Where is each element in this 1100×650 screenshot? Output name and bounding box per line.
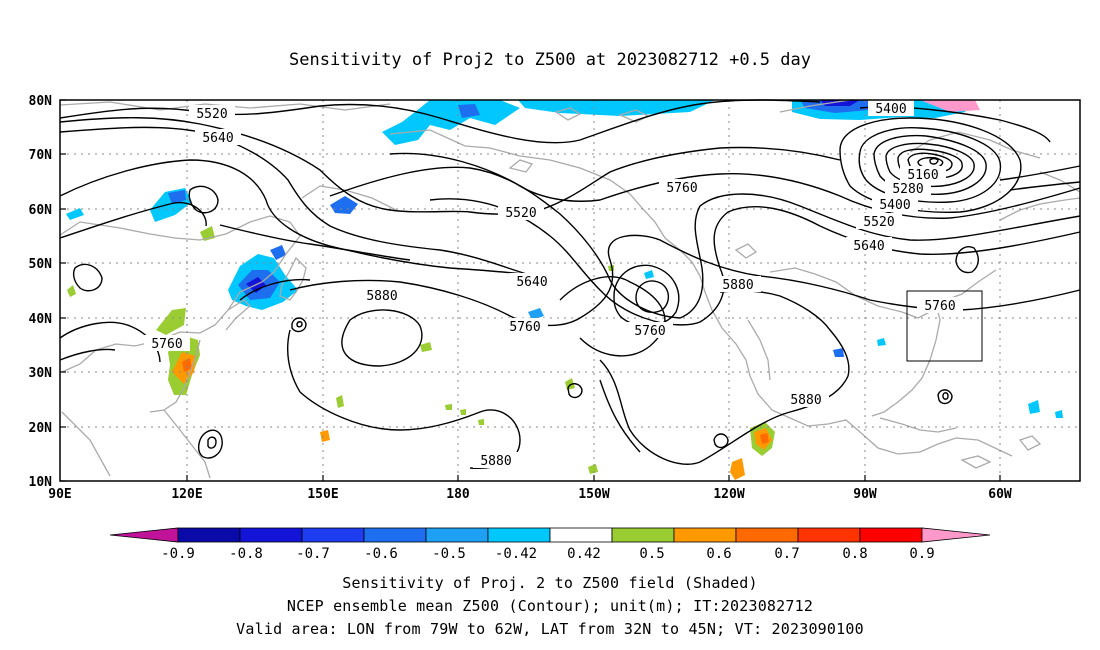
colorbar-label: 0.9 [909, 546, 934, 562]
colorbar-bins [177, 527, 923, 543]
colorbar-bin [797, 527, 861, 543]
tick-marks [60, 99, 1001, 482]
contour-label: 5760 [924, 299, 955, 314]
colorbar-label: -0.42 [495, 546, 537, 562]
colorbar-bin [239, 527, 303, 543]
colorbar-label: 0.8 [842, 546, 867, 562]
footer-line-1: Sensitivity of Proj. 2 to Z500 field (Sh… [342, 574, 758, 592]
lon-label: 60W [988, 487, 1012, 502]
contour-label: 5760 [509, 320, 540, 335]
colorbar-label: -0.5 [432, 546, 466, 562]
lat-label: 40N [29, 312, 53, 327]
contour-label: 5520 [196, 107, 227, 122]
valid-area-box [906, 290, 983, 362]
contour-label: 5760 [151, 337, 182, 352]
lat-label: 70N [29, 148, 53, 163]
lon-label: 150W [578, 487, 609, 502]
colorbar-labels: -0.9 -0.8 -0.7 -0.6 -0.5 -0.42 0.42 0.5 … [161, 546, 935, 562]
lat-label: 30N [29, 366, 53, 381]
colorbar: -0.9 -0.8 -0.7 -0.6 -0.5 -0.42 0.42 0.5 … [109, 527, 991, 562]
footer-line-3: Valid area: LON from 79W to 62W, LAT fro… [236, 620, 864, 638]
colorbar-bin [177, 527, 241, 543]
coastlines [59, 99, 1081, 479]
contour-label: 5160 [907, 168, 938, 183]
sensitivity-shading [66, 100, 1063, 480]
map-frame [59, 99, 1081, 482]
colorbar-label: -0.8 [229, 546, 263, 562]
lon-label: 120W [713, 487, 744, 502]
contour-label: 5880 [366, 289, 397, 304]
lat-label: 20N [29, 421, 53, 436]
contour-label: 5400 [879, 198, 910, 213]
grid [60, 100, 1080, 481]
colorbar-label: 0.7 [774, 546, 799, 562]
colorbar-bin [363, 527, 427, 543]
contour-labels: 5520 5640 5400 5760 5520 5160 5280 5400 … [144, 100, 963, 469]
contour-label: 5400 [875, 102, 906, 117]
lon-label: 120E [171, 487, 202, 502]
colorbar-label: -0.9 [161, 546, 195, 562]
contour-label: 5640 [853, 239, 884, 254]
lat-labels: 80N 70N 60N 50N 40N 30N 20N 10N [29, 94, 53, 490]
footer-line-2: NCEP ensemble mean Z500 (Contour); unit(… [286, 597, 814, 615]
colorbar-bin [673, 527, 737, 543]
contour-label: 5880 [790, 393, 821, 408]
contour-label: 5640 [202, 131, 233, 146]
contour-label: 5880 [722, 278, 753, 293]
lat-label: 10N [29, 475, 53, 490]
colorbar-bin [735, 527, 799, 543]
lat-label: 60N [29, 203, 53, 218]
contour-label: 5760 [666, 181, 697, 196]
contour-label: 5520 [505, 206, 536, 221]
colorbar-bin [425, 527, 489, 543]
colorbar-upper-arrow [921, 527, 991, 543]
colorbar-label: 0.5 [639, 546, 664, 562]
colorbar-lower-arrow [109, 527, 179, 543]
contour-label: 5880 [480, 454, 511, 469]
colorbar-bin [859, 527, 923, 543]
contour-label: 5520 [863, 215, 894, 230]
contour-label: 5760 [634, 324, 665, 339]
contour-label: 5640 [516, 275, 547, 290]
colorbar-bin [611, 527, 675, 543]
z500-contours [59, 99, 1081, 469]
contour-label: 5280 [892, 182, 923, 197]
lat-label: 50N [29, 257, 53, 272]
lon-label: 90E [48, 487, 71, 502]
colorbar-label: 0.42 [567, 546, 601, 562]
colorbar-bin [487, 527, 551, 543]
colorbar-bin [549, 527, 613, 543]
lon-label: 150E [307, 487, 338, 502]
colorbar-label: -0.7 [296, 546, 330, 562]
lat-label: 80N [29, 94, 53, 109]
map-title: Sensitivity of Proj2 to Z500 at 20230827… [289, 50, 811, 70]
colorbar-bin [301, 527, 365, 543]
colorbar-label: 0.6 [706, 546, 731, 562]
lon-labels: 90E 120E 150E 180 150W 120W 90W 60W [48, 487, 1012, 502]
lon-label: 180 [446, 487, 470, 502]
colorbar-label: -0.6 [364, 546, 398, 562]
lon-label: 90W [853, 487, 877, 502]
